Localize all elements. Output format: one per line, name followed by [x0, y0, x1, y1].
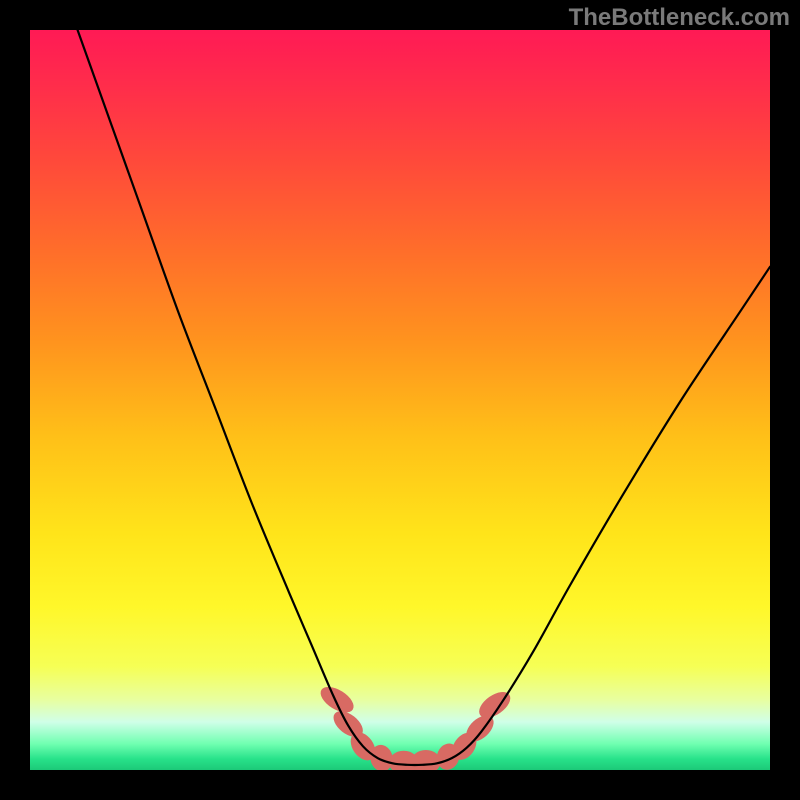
watermark-label: TheBottleneck.com	[569, 4, 790, 32]
plot-area	[30, 30, 770, 770]
chart-svg	[30, 30, 770, 770]
gradient-background	[30, 30, 770, 770]
chart-frame: TheBottleneck.com	[0, 0, 800, 800]
